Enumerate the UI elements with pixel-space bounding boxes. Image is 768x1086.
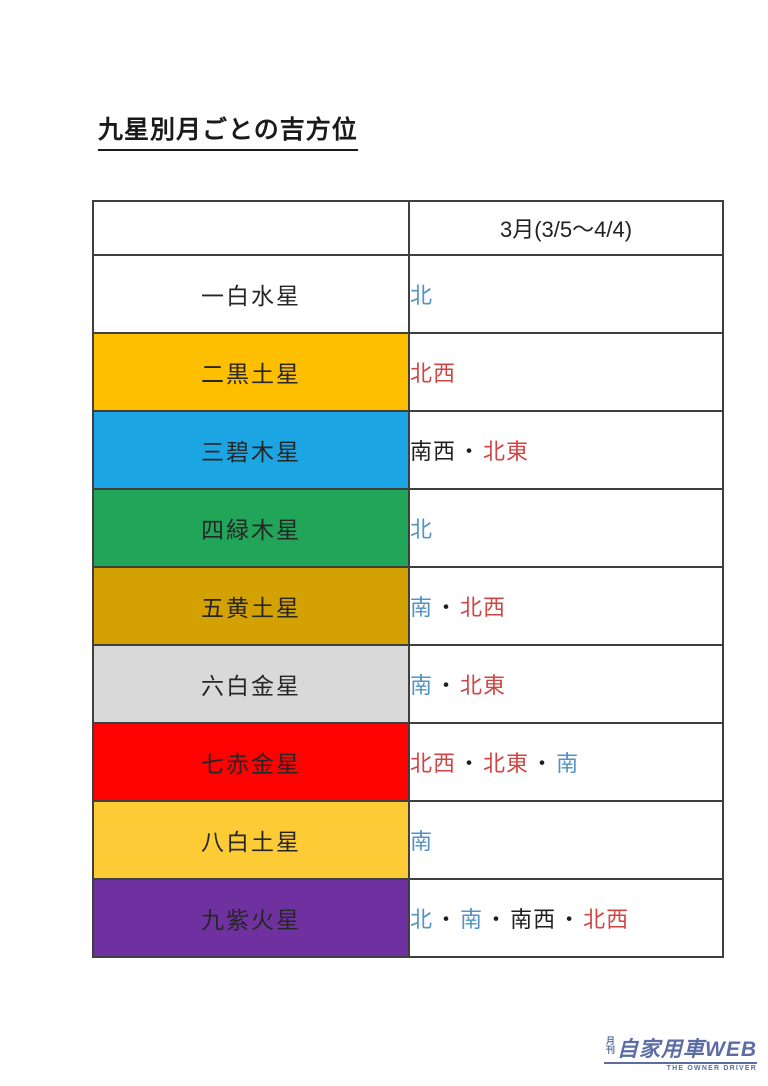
direction-label: 北東 [460,673,507,698]
direction-label: 北西 [460,595,507,620]
direction-label: 北東 [483,751,530,776]
owner-driver-logo: 月刊 自家用車WEB THE OWNER DRIVER [604,1036,757,1072]
direction-label: 北西 [410,751,457,776]
direction-label: 南 [410,673,434,698]
star-name-cell: 八白土星 [92,800,410,880]
direction-label: 南 [410,595,434,620]
directions-cell: 北西・北東・南 [408,722,724,802]
table-body: 一白水星北二黒土星 北西 三碧木星 南西・北東 四緑木星北五黄土星 南・北西 六白金星 南・北… [92,254,724,958]
directions-cell: 北 [408,254,724,334]
direction-separator: ・ [435,673,459,698]
logo-row: 月刊 自家用車WEB [604,1036,757,1060]
star-name-cell: 五黄土星 [92,566,410,646]
star-name-cell: 三碧木星 [92,410,410,490]
directions-cell: 北西 [408,332,724,412]
table-row: 五黄土星 南・北西 [92,566,724,646]
direction-separator: ・ [531,751,555,776]
direction-label: 北東 [483,439,530,464]
directions-cell: 南・北東 [408,644,724,724]
star-name-cell: 二黒土星 [92,332,410,412]
directions-cell: 南・北西 [408,566,724,646]
direction-label: 南 [460,907,484,932]
table-row: 九紫火星 北・南・南西・北西 [92,878,724,958]
page-title: 九星別月ごとの吉方位 [98,110,358,151]
logo-subtitle: THE OWNER DRIVER [604,1062,757,1072]
star-name-cell: 一白水星 [92,254,410,334]
star-name-cell: 四緑木星 [92,488,410,568]
direction-separator: ・ [458,751,482,776]
table-row: 七赤金星 北西・北東・南 [92,722,724,802]
table-row: 二黒土星 北西 [92,332,724,412]
table-row: 八白土星南 [92,800,724,880]
direction-label: 南 [556,751,580,776]
direction-separator: ・ [458,439,482,464]
star-name-cell: 九紫火星 [92,878,410,958]
directions-cell: 南西・北東 [408,410,724,490]
star-name-cell: 六白金星 [92,644,410,724]
directions-cell: 北・南・南西・北西 [408,878,724,958]
logo-main-text: 自家用車WEB [617,1038,757,1061]
direction-label: 北西 [410,361,457,386]
star-name-cell: 七赤金星 [92,722,410,802]
direction-separator: ・ [435,907,459,932]
direction-separator: ・ [558,907,582,932]
direction-label: 北 [410,517,434,542]
table-header-row: 3月(3/5～4/4) [92,200,724,256]
directions-cell: 北 [408,488,724,568]
direction-separator: ・ [435,595,459,620]
direction-label: 北 [410,907,434,932]
star-column-header [92,200,410,256]
directions-cell: 南 [408,800,724,880]
month-column-header: 3月(3/5～4/4) [408,200,724,256]
direction-label: 南西 [410,439,457,464]
table-row: 三碧木星 南西・北東 [92,410,724,490]
direction-separator: ・ [485,907,509,932]
table-row: 一白水星北 [92,254,724,334]
logo-monthly-text: 月刊 [605,1036,615,1054]
direction-label: 北 [410,283,434,308]
table-row: 六白金星 南・北東 [92,644,724,724]
direction-label: 南西 [510,907,557,932]
direction-label: 北西 [583,907,630,932]
table-row: 四緑木星北 [92,488,724,568]
direction-label: 南 [410,829,434,854]
lucky-directions-table: 3月(3/5～4/4) 一白水星北二黒土星 北西 三碧木星 南西・北東 四緑木星北五黄土… [92,200,724,958]
